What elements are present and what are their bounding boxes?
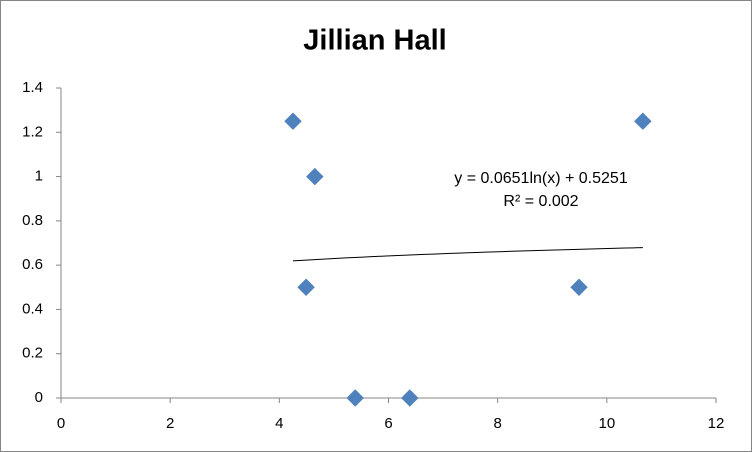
marker (297, 278, 315, 296)
x-tick-label: 2 (166, 415, 174, 432)
trendline-equation: y = 0.0651ln(x) + 0.5251 (454, 170, 628, 187)
marker (346, 389, 364, 407)
y-tick-label: 1.4 (22, 79, 43, 96)
chart-title: Jillian Hall (303, 25, 446, 57)
x-tick-label: 10 (598, 415, 615, 432)
x-tick-label: 6 (384, 415, 392, 432)
y-tick-label: 0.6 (22, 256, 43, 273)
marker (284, 112, 302, 130)
x-tick-label: 8 (493, 415, 501, 432)
y-tick-label: 0.4 (22, 300, 43, 317)
marker (401, 389, 419, 407)
marker (634, 112, 652, 130)
x-tick-label: 0 (57, 415, 65, 432)
y-tick-label: 0.2 (22, 345, 43, 362)
trendline (292, 247, 643, 262)
y-tick-label: 1 (35, 168, 43, 185)
y-tick-label: 0 (35, 389, 43, 406)
marker (570, 278, 588, 296)
trendline-r2: R² = 0.002 (503, 193, 578, 210)
y-tick-label: 0.8 (22, 212, 43, 229)
x-tick-label: 12 (708, 415, 725, 432)
y-tick-label: 1.2 (22, 123, 43, 140)
x-tick-label: 4 (275, 415, 283, 432)
marker (306, 167, 324, 186)
